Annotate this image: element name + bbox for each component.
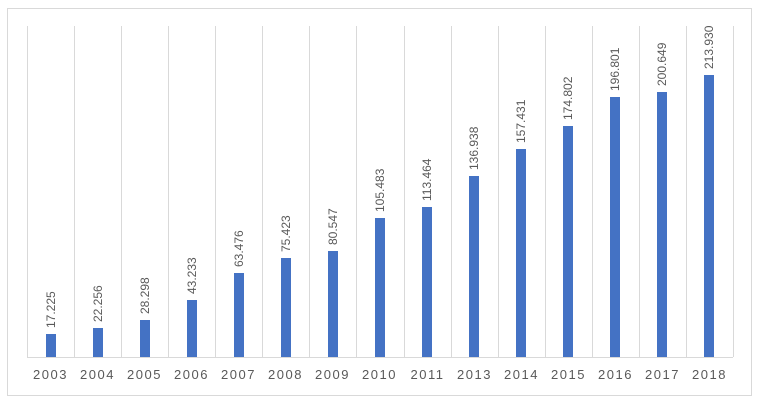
gridline bbox=[686, 26, 687, 357]
gridline bbox=[168, 26, 169, 357]
value-label-2004: 22.256 bbox=[91, 285, 105, 322]
x-tick-label-2005: 2005 bbox=[127, 367, 162, 382]
value-label-2011: 113.464 bbox=[420, 158, 434, 202]
x-tick-label-2018: 2018 bbox=[692, 367, 727, 382]
gridline bbox=[27, 26, 28, 357]
value-label-2005: 28.298 bbox=[138, 277, 152, 314]
bar-2017[interactable] bbox=[657, 92, 667, 357]
x-tick-label-2009: 2009 bbox=[315, 367, 350, 382]
plot-area: 17.225 22.256 28.298 43.233 63.476 75.423 80.5… bbox=[27, 25, 734, 358]
bar-2016[interactable] bbox=[610, 97, 620, 357]
x-tick-label-2010: 2010 bbox=[362, 367, 397, 382]
bar-2008[interactable] bbox=[281, 258, 291, 357]
gridline bbox=[356, 26, 357, 357]
gridline bbox=[639, 26, 640, 357]
gridline bbox=[733, 26, 734, 357]
value-label-2017: 200.649 bbox=[655, 42, 669, 86]
x-tick-label-2011: 2011 bbox=[410, 367, 445, 382]
value-label-2018: 213.930 bbox=[702, 25, 716, 69]
x-tick-label-2008: 2008 bbox=[268, 367, 303, 382]
x-tick-label-2017: 2017 bbox=[645, 367, 680, 382]
x-tick-label-2015: 2015 bbox=[551, 367, 586, 382]
gridline bbox=[592, 26, 593, 357]
value-label-2010: 105.483 bbox=[373, 168, 387, 212]
value-label-2013: 136.938 bbox=[467, 126, 481, 170]
value-label-2008: 75.423 bbox=[279, 215, 293, 252]
gridline bbox=[121, 26, 122, 357]
bar-2004[interactable] bbox=[93, 328, 103, 357]
value-label-2009: 80.547 bbox=[326, 208, 340, 245]
x-axis-line bbox=[27, 357, 733, 358]
bar-2007[interactable] bbox=[234, 273, 244, 357]
gridline bbox=[262, 26, 263, 357]
value-label-2006: 43.233 bbox=[185, 257, 199, 294]
bar-2006[interactable] bbox=[187, 300, 197, 357]
bar-2011[interactable] bbox=[422, 207, 432, 357]
x-tick-label-2007: 2007 bbox=[221, 367, 256, 382]
value-label-2014: 157.431 bbox=[514, 99, 528, 143]
value-label-2007: 63.476 bbox=[232, 230, 246, 267]
x-tick-label-2014: 2014 bbox=[504, 367, 539, 382]
value-label-2015: 174.802 bbox=[561, 76, 575, 120]
value-label-2016: 196.801 bbox=[608, 47, 622, 91]
gridline bbox=[309, 26, 310, 357]
bar-2015[interactable] bbox=[563, 126, 573, 357]
gridline bbox=[215, 26, 216, 357]
gridline bbox=[74, 26, 75, 357]
x-tick-label-2006: 2006 bbox=[174, 367, 209, 382]
x-tick-label-2004: 2004 bbox=[80, 367, 115, 382]
x-tick-label-2016: 2016 bbox=[598, 367, 633, 382]
bar-2018[interactable] bbox=[704, 75, 714, 357]
bar-2003[interactable] bbox=[46, 334, 56, 357]
gridline bbox=[451, 26, 452, 357]
gridline bbox=[404, 26, 405, 357]
gridline bbox=[545, 26, 546, 357]
bar-2013[interactable] bbox=[469, 176, 479, 357]
x-tick-label-2003: 2003 bbox=[33, 367, 68, 382]
bar-2010[interactable] bbox=[375, 218, 385, 357]
gridline bbox=[498, 26, 499, 357]
x-tick-label-2013: 2013 bbox=[457, 367, 492, 382]
bar-2009[interactable] bbox=[328, 251, 338, 357]
bar-2014[interactable] bbox=[516, 149, 526, 357]
bar-2005[interactable] bbox=[140, 320, 150, 357]
value-label-2003: 17.225 bbox=[44, 291, 58, 328]
